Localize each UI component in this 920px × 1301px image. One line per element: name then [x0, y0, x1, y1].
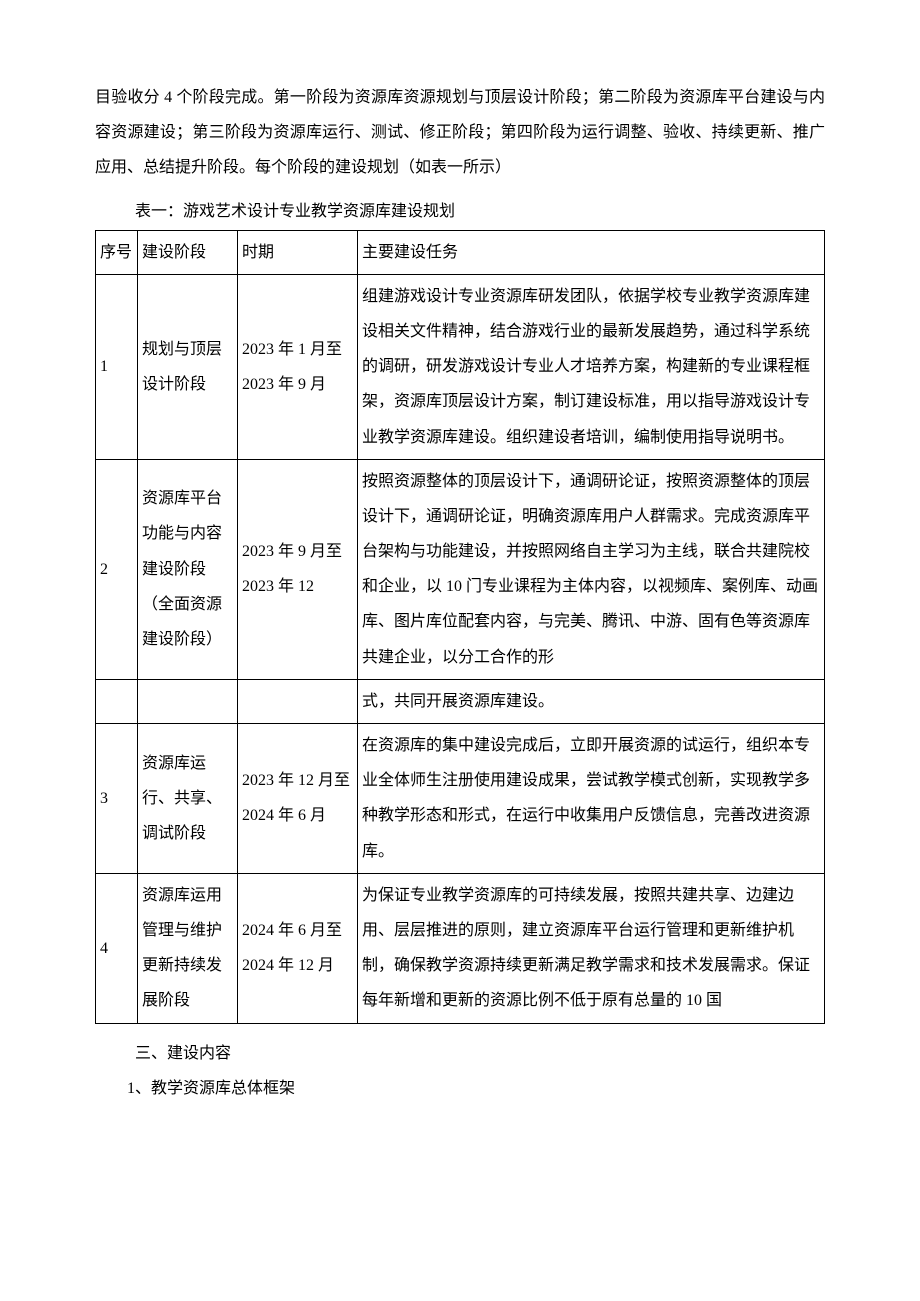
cell-phase: 规划与顶层设计阶段	[138, 274, 238, 459]
table-continuation-row: 式，共同开展资源库建设。	[96, 679, 825, 723]
cell-phase: 资源库平台功能与内容建设阶段（全面资源建设阶段）	[138, 459, 238, 679]
header-num: 序号	[96, 230, 138, 274]
cell-num: 2	[96, 459, 138, 679]
header-period: 时期	[238, 230, 358, 274]
subsection-heading: 1、教学资源库总体框架	[95, 1071, 825, 1106]
cell-num: 3	[96, 724, 138, 874]
cell-period: 2023 年 9 月至2023 年 12	[238, 459, 358, 679]
table-row: 3 资源库运行、共享、调试阶段 2023 年 12 月至2024 年 6 月 在…	[96, 724, 825, 874]
cell-num-empty	[96, 679, 138, 723]
cell-task: 按照资源整体的顶层设计下，通调研论证，按照资源整体的顶层设计下，通调研论证，明确…	[358, 459, 825, 679]
cell-phase-empty	[138, 679, 238, 723]
table-header-row: 序号 建设阶段 时期 主要建设任务	[96, 230, 825, 274]
table-caption: 表一：游戏艺术设计专业教学资源库建设规划	[95, 196, 825, 228]
cell-period: 2023 年 1 月至 2023 年 9 月	[238, 274, 358, 459]
cell-phase: 资源库运行、共享、调试阶段	[138, 724, 238, 874]
cell-task: 组建游戏设计专业资源库研发团队，依据学校专业教学资源库建设相关文件精神，结合游戏…	[358, 274, 825, 459]
intro-paragraph: 目验收分 4 个阶段完成。第一阶段为资源库资源规划与顶层设计阶段；第二阶段为资源…	[95, 80, 825, 186]
cell-period: 2024 年 6 月至2024 年 12 月	[238, 873, 358, 1023]
cell-num: 1	[96, 274, 138, 459]
cell-period: 2023 年 12 月至2024 年 6 月	[238, 724, 358, 874]
cell-num: 4	[96, 873, 138, 1023]
table-row: 4 资源库运用管理与维护更新持续发展阶段 2024 年 6 月至2024 年 1…	[96, 873, 825, 1023]
cell-period-empty	[238, 679, 358, 723]
cell-task-continuation: 式，共同开展资源库建设。	[358, 679, 825, 723]
header-phase: 建设阶段	[138, 230, 238, 274]
section-heading: 三、建设内容	[95, 1036, 825, 1071]
cell-task: 为保证专业教学资源库的可持续发展，按照共建共享、边建边用、层层推进的原则，建立资…	[358, 873, 825, 1023]
cell-task: 在资源库的集中建设完成后，立即开展资源的试运行，组织本专业全体师生注册使用建设成…	[358, 724, 825, 874]
table-row: 1 规划与顶层设计阶段 2023 年 1 月至 2023 年 9 月 组建游戏设…	[96, 274, 825, 459]
cell-phase: 资源库运用管理与维护更新持续发展阶段	[138, 873, 238, 1023]
planning-table: 序号 建设阶段 时期 主要建设任务 1 规划与顶层设计阶段 2023 年 1 月…	[95, 230, 825, 1024]
table-row: 2 资源库平台功能与内容建设阶段（全面资源建设阶段） 2023 年 9 月至20…	[96, 459, 825, 679]
header-task: 主要建设任务	[358, 230, 825, 274]
